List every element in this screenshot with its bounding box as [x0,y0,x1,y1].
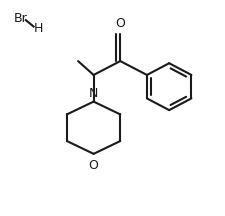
Text: H: H [34,22,43,35]
Text: N: N [89,87,98,100]
Text: O: O [115,17,125,30]
Text: O: O [89,159,99,172]
Text: Br: Br [14,12,27,25]
